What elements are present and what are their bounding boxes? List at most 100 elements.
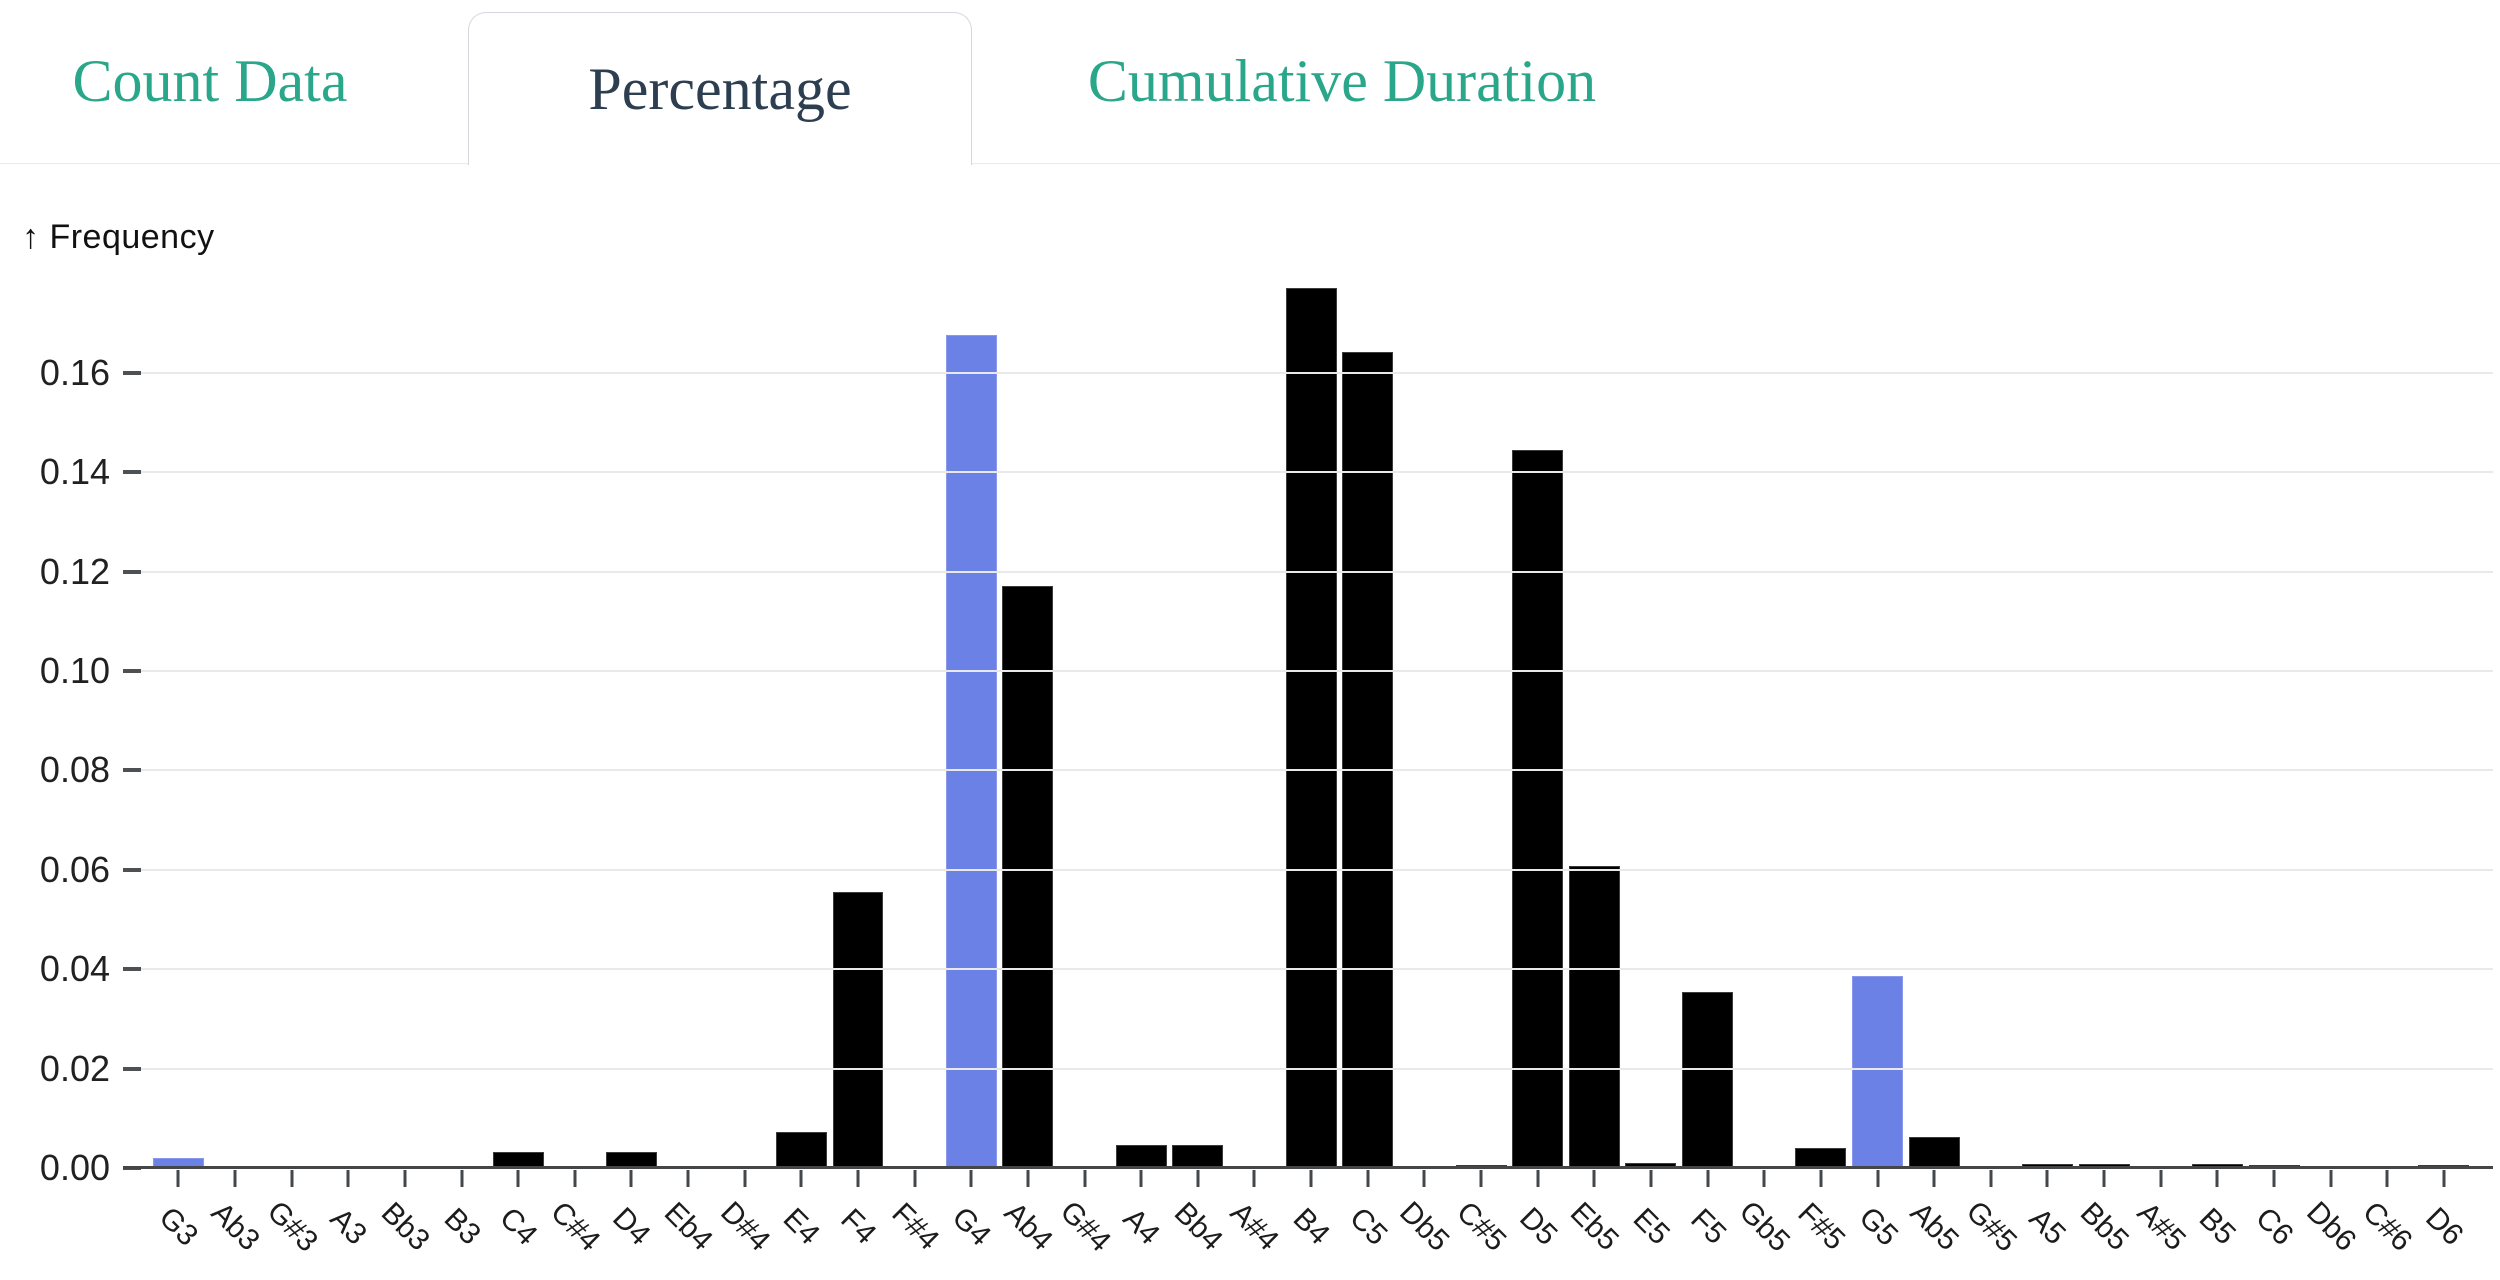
x-tick-mark-A#5 xyxy=(2159,1170,2163,1187)
x-tick-label-Ab4: Ab4 xyxy=(997,1196,1059,1258)
bar-Eb5 xyxy=(1568,866,1620,1168)
bar-slot-B3: B3 xyxy=(433,280,490,1251)
tab-cumulative-duration[interactable]: Cumulative Duration xyxy=(1087,48,1597,114)
bar-slot-Gb5: Gb5 xyxy=(1733,280,1796,1258)
x-tick-label-C#4: C#4 xyxy=(544,1195,607,1258)
bar-slot-Bb4: Bb4 xyxy=(1168,280,1229,1257)
bar-slot-Eb5: Eb5 xyxy=(1564,280,1625,1257)
bar-slot-A#5: A#5 xyxy=(2131,280,2192,1257)
x-tick-label-G4: G4 xyxy=(945,1200,998,1253)
bar-G5 xyxy=(1852,976,1904,1168)
x-tick-label-G3: G3 xyxy=(152,1200,205,1253)
x-tick-label-C6: C6 xyxy=(2249,1201,2300,1252)
x-tick-mark-B3 xyxy=(460,1170,464,1187)
bar-slot-Db6: Db6 xyxy=(2300,280,2362,1258)
x-tick-label-D5: D5 xyxy=(1512,1201,1564,1252)
bar-slot-Bb3: Bb3 xyxy=(375,280,436,1257)
x-tick-label-C5: C5 xyxy=(1342,1201,1394,1252)
x-tick-label-Ab3: Ab3 xyxy=(204,1196,266,1258)
bar-slot-D#4: D#4 xyxy=(714,280,776,1258)
bar-slot-Db5: Db5 xyxy=(1394,280,1456,1258)
x-tick-mark-Bb5 xyxy=(2102,1170,2106,1187)
x-tick-label-A5: A5 xyxy=(2023,1202,2073,1252)
bar-F4 xyxy=(832,892,884,1168)
bar-slot-A#4: A#4 xyxy=(1224,280,1285,1257)
bar-Ab4 xyxy=(1002,586,1054,1168)
y-tick-mark-0.10 xyxy=(123,669,141,674)
plot-area: G3 Ab3 G#3 A3 Bb3 B3 C4 C#4 D4 Eb4 D#4 E4 F4 F#4 G4 Ab4… xyxy=(40,280,2493,1258)
bar-Ab5 xyxy=(1908,1137,1960,1168)
y-tick-label-0.04: 0.04 xyxy=(39,948,110,990)
y-tick-label-0.02: 0.02 xyxy=(39,1047,110,1089)
bar-slot-G5: G5 xyxy=(1849,280,1906,1252)
x-tick-mark-C5 xyxy=(1366,1170,1370,1187)
bar-slot-Ab3: Ab3 xyxy=(205,280,266,1257)
tab-bar: Count Data Percentage Cumulative Duratio… xyxy=(0,0,2500,165)
bar-slot-A4: A4 xyxy=(1113,280,1170,1251)
x-tick-mark-C#5 xyxy=(1479,1170,1483,1187)
bar-slot-Ab5: Ab5 xyxy=(1904,280,1965,1257)
x-tick-label-A#4: A#4 xyxy=(1224,1196,1286,1258)
bar-slot-B4: B4 xyxy=(1283,280,1340,1251)
x-tick-mark-Ab5 xyxy=(1932,1170,1936,1187)
x-tick-mark-D6 xyxy=(2442,1170,2446,1187)
x-axis-line xyxy=(123,1166,2493,1169)
y-tick-label-0.10: 0.10 xyxy=(39,650,110,692)
bar-slot-G#5: G#5 xyxy=(1959,280,2023,1258)
tab-percentage[interactable]: Percentage xyxy=(468,12,972,165)
x-tick-label-F#5: F#5 xyxy=(1791,1196,1852,1257)
bar-slot-Ab4: Ab4 xyxy=(998,280,1059,1257)
x-tick-mark-Bb4 xyxy=(1196,1170,1200,1187)
bar-slot-C4: C4 xyxy=(490,280,547,1252)
x-tick-label-E5: E5 xyxy=(1626,1202,1676,1252)
x-tick-mark-Eb5 xyxy=(1592,1170,1596,1187)
x-tick-mark-B4 xyxy=(1309,1170,1313,1187)
x-tick-label-Bb3: Bb3 xyxy=(374,1196,436,1258)
x-tick-label-G#5: G#5 xyxy=(1959,1194,2023,1259)
x-tick-label-Eb5: Eb5 xyxy=(1564,1196,1626,1258)
bar-slot-D6: D6 xyxy=(2416,280,2473,1252)
gridline-0.14 xyxy=(123,471,2493,474)
y-tick-label-0.06: 0.06 xyxy=(39,848,110,890)
x-tick-mark-G#5 xyxy=(1989,1170,1993,1187)
x-tick-mark-A4 xyxy=(1139,1170,1143,1187)
x-tick-label-Ab5: Ab5 xyxy=(1903,1196,1966,1258)
bar-C5 xyxy=(1342,352,1394,1168)
bar-slot-C#5: C#5 xyxy=(1450,280,1513,1258)
x-tick-mark-C#4 xyxy=(573,1170,577,1187)
x-tick-label-D4: D4 xyxy=(606,1201,658,1252)
x-tick-mark-G#3 xyxy=(290,1170,294,1187)
x-tick-label-B5: B5 xyxy=(2193,1202,2243,1252)
y-tick-mark-0.12 xyxy=(123,569,141,574)
gridline-0.08 xyxy=(123,769,2493,772)
x-tick-mark-D4 xyxy=(629,1170,633,1187)
x-tick-label-Db6: Db6 xyxy=(2299,1195,2363,1258)
y-tick-label-0.16: 0.16 xyxy=(39,351,110,393)
bar-slot-Eb4: Eb4 xyxy=(658,280,719,1257)
x-tick-mark-C6 xyxy=(2272,1170,2276,1187)
x-tick-mark-E5 xyxy=(1649,1170,1653,1187)
x-tick-mark-A3 xyxy=(346,1170,350,1187)
bar-slot-B5: B5 xyxy=(2189,280,2246,1251)
bars-row: G3 Ab3 G#3 A3 Bb3 B3 C4 C#4 D4 Eb4 D#4 E4 F4 F#4 G4 Ab4… xyxy=(150,280,2473,1258)
bar-Bb4 xyxy=(1172,1145,1224,1168)
gridline-0.10 xyxy=(123,670,2493,673)
bar-D5 xyxy=(1512,450,1564,1168)
bar-slot-G4: G4 xyxy=(943,280,1000,1252)
x-tick-label-A#5: A#5 xyxy=(2130,1196,2192,1258)
y-tick-label-0.00: 0.00 xyxy=(39,1147,110,1188)
y-tick-mark-0.08 xyxy=(123,768,141,773)
x-tick-mark-C4 xyxy=(516,1170,520,1187)
bar-slot-G#3: G#3 xyxy=(260,280,324,1258)
bar-slot-D4: D4 xyxy=(603,280,660,1252)
x-tick-label-Gb5: Gb5 xyxy=(1732,1194,1797,1259)
x-tick-label-Eb4: Eb4 xyxy=(657,1196,719,1258)
tab-count-data[interactable]: Count Data xyxy=(72,48,348,114)
x-tick-mark-F#4 xyxy=(913,1170,917,1187)
y-tick-mark-0.16 xyxy=(123,370,141,375)
x-tick-mark-A5 xyxy=(2045,1170,2049,1187)
x-tick-mark-Eb4 xyxy=(686,1170,690,1187)
bar-slot-C6: C6 xyxy=(2246,280,2303,1252)
gridline-0.02 xyxy=(123,1067,2493,1070)
x-tick-mark-A#4 xyxy=(1252,1170,1256,1187)
